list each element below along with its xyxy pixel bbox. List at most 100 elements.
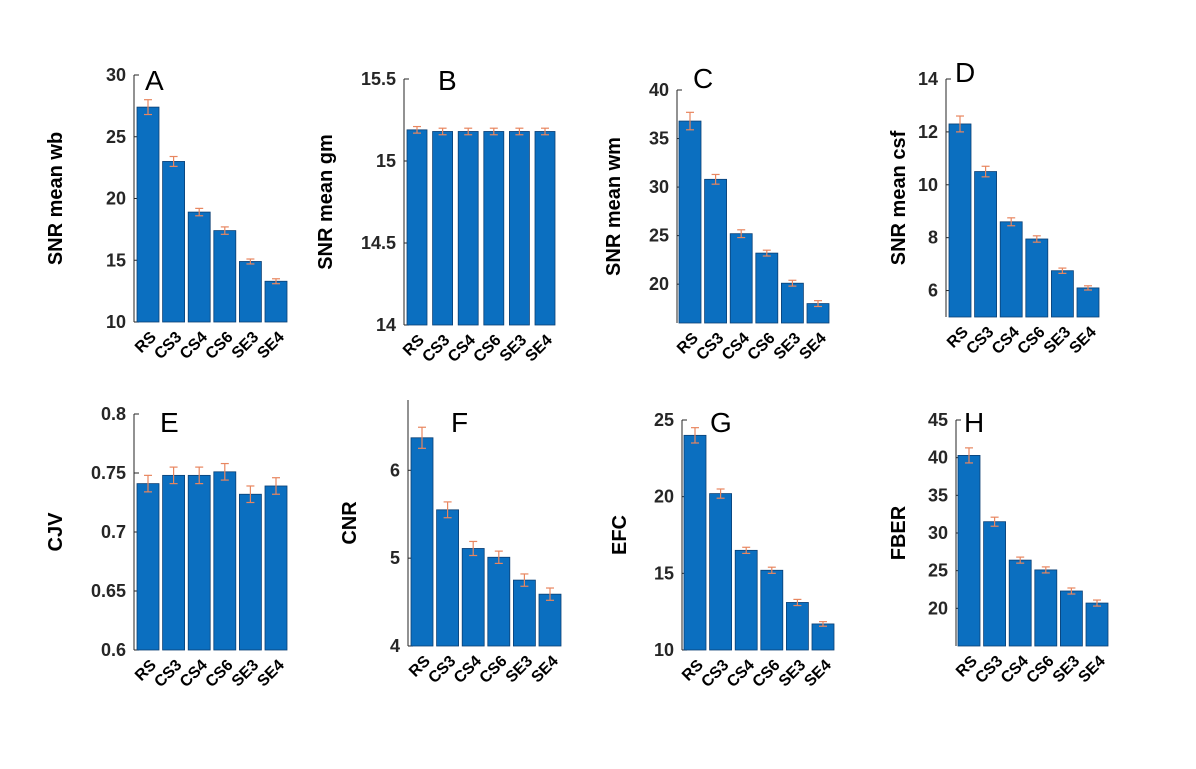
y-tick-label: 20 xyxy=(928,598,948,618)
x-tick-label: SE3 xyxy=(229,657,262,690)
bar-se4 xyxy=(264,280,288,323)
bar-rs xyxy=(410,437,434,647)
bar-cs4 xyxy=(734,549,758,651)
x-tick-label: CS6 xyxy=(471,332,505,366)
x-tick-label: CS3 xyxy=(963,324,997,358)
y-tick-label: 15 xyxy=(376,151,396,171)
bar-cs3 xyxy=(983,521,1006,647)
bar-se3 xyxy=(513,579,536,647)
x-tick-label: SE3 xyxy=(503,653,536,686)
y-axis-title: SNR mean gm xyxy=(315,134,337,270)
x-tick-label: CS6 xyxy=(1015,324,1049,358)
y-tick-label: 40 xyxy=(649,80,669,100)
y-tick-label: 25 xyxy=(654,410,674,430)
bar-cs6 xyxy=(760,569,784,651)
x-tick-label: SE3 xyxy=(497,332,530,365)
bar-cs4 xyxy=(187,474,211,651)
x-tick-label: CS4 xyxy=(989,324,1023,358)
panel-label: B xyxy=(438,65,457,96)
bar-cs6 xyxy=(213,230,237,323)
y-axis-title: FBER xyxy=(888,505,910,560)
y-tick-label: 30 xyxy=(106,65,126,85)
x-tick-label: CS3 xyxy=(698,657,732,691)
y-tick-label: 14 xyxy=(918,69,938,89)
bar-se4 xyxy=(264,485,288,651)
panel-label: E xyxy=(160,407,179,438)
y-tick-label: 10 xyxy=(918,175,938,195)
x-tick-label: CS3 xyxy=(151,657,185,691)
bar-cs4 xyxy=(1008,559,1032,647)
y-tick-label: 20 xyxy=(654,487,674,507)
x-tick-label: CS6 xyxy=(745,330,779,364)
y-axis-title: SNR mean wm xyxy=(603,137,625,276)
x-tick-label: SE3 xyxy=(229,329,262,362)
y-tick-label: 0.7 xyxy=(101,522,126,542)
x-tick-label: SE3 xyxy=(776,657,809,690)
x-tick-label: SE3 xyxy=(1041,324,1074,357)
bar-se4 xyxy=(538,593,562,647)
bar-cs3 xyxy=(704,178,727,324)
y-tick-label: 0.75 xyxy=(91,463,126,483)
x-tick-label: CS6 xyxy=(203,657,237,691)
x-tick-label: CS4 xyxy=(177,329,211,363)
panel-label: D xyxy=(955,57,975,88)
bar-cs4 xyxy=(999,221,1023,318)
y-tick-label: 15 xyxy=(106,250,126,270)
bar-se3 xyxy=(1060,590,1083,647)
x-tick-label: CS3 xyxy=(425,653,459,687)
x-tick-label: SE4 xyxy=(522,332,555,365)
bar-cs6 xyxy=(213,471,237,651)
x-tick-label: CS4 xyxy=(177,657,211,691)
x-tick-label: CS3 xyxy=(693,330,727,364)
y-axis-title: CNR xyxy=(339,501,361,545)
y-tick-label: 35 xyxy=(649,129,669,149)
bar-rs xyxy=(136,483,160,651)
bar-rs xyxy=(948,123,972,318)
x-tick-label: CS3 xyxy=(972,653,1006,687)
y-tick-label: 10 xyxy=(106,312,126,332)
bar-se4 xyxy=(1085,602,1109,647)
x-tick-label: SE3 xyxy=(771,330,804,363)
x-tick-label: CS6 xyxy=(477,653,511,687)
bar-se3 xyxy=(786,602,809,651)
y-tick-label: 25 xyxy=(649,226,669,246)
bar-cs6 xyxy=(487,556,511,647)
x-tick-label: SE4 xyxy=(801,657,834,690)
bar-rs xyxy=(957,455,981,647)
y-tick-label: 25 xyxy=(928,561,948,581)
x-tick-label: CS4 xyxy=(719,330,753,364)
bar-se3 xyxy=(508,131,530,326)
bar-se4 xyxy=(811,623,835,651)
x-tick-label: CS6 xyxy=(1024,653,1058,687)
x-tick-label: SE4 xyxy=(796,330,829,363)
y-tick-label: 8 xyxy=(928,228,938,248)
y-tick-label: 0.6 xyxy=(101,640,126,660)
x-tick-label: CS4 xyxy=(724,657,758,691)
bar-rs xyxy=(136,106,160,323)
y-tick-label: 25 xyxy=(106,127,126,147)
y-axis-title: EFC xyxy=(609,515,631,555)
bar-cs3 xyxy=(709,493,732,651)
y-tick-label: 45 xyxy=(928,410,948,430)
x-tick-label: SE4 xyxy=(1066,324,1099,357)
panel-label: G xyxy=(710,407,732,438)
y-tick-label: 0.65 xyxy=(91,581,126,601)
x-tick-label: CS6 xyxy=(750,657,784,691)
panel-label: C xyxy=(693,63,713,94)
bar-cs4 xyxy=(457,131,479,326)
y-axis-title: SNR mean wb xyxy=(45,132,67,265)
x-tick-label: CS4 xyxy=(998,653,1032,687)
bar-se3 xyxy=(781,282,804,324)
bar-cs4 xyxy=(187,211,211,323)
bar-cs6 xyxy=(1034,569,1058,647)
bar-cs6 xyxy=(755,252,779,324)
y-tick-label: 35 xyxy=(928,485,948,505)
panel-label: A xyxy=(145,65,164,96)
y-tick-label: 14 xyxy=(376,315,396,335)
y-tick-label: 15.5 xyxy=(361,69,396,89)
